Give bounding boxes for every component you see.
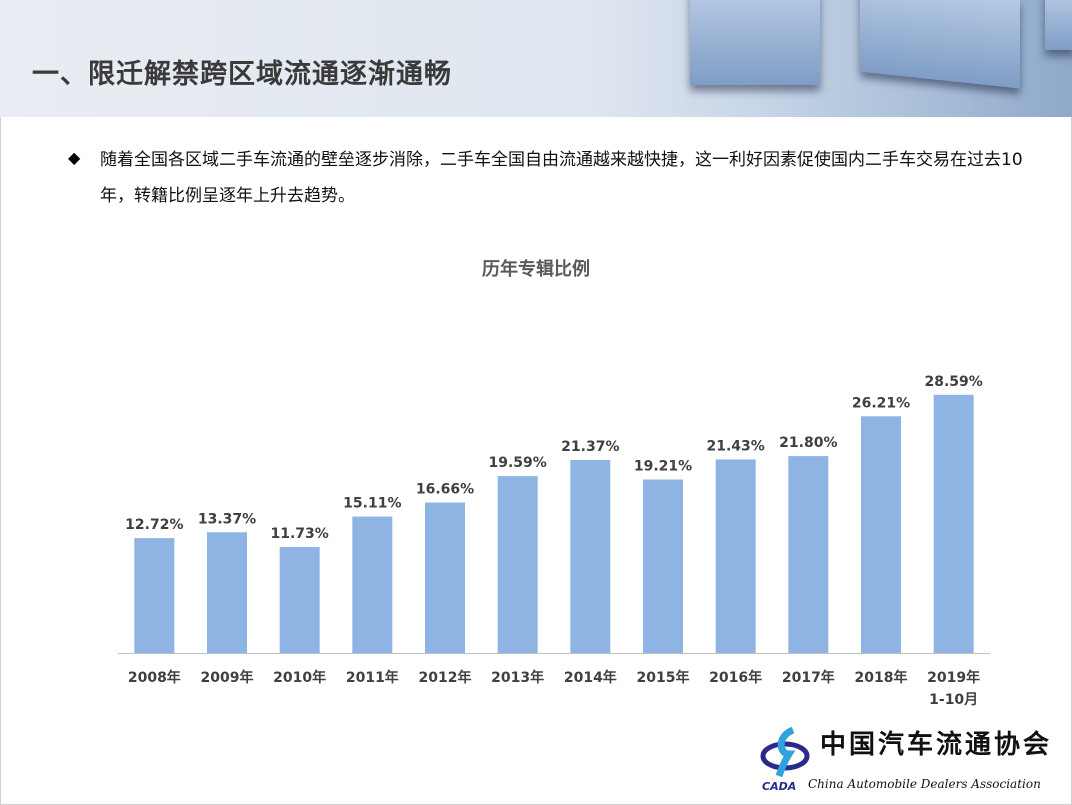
data-label: 28.59% <box>925 374 983 390</box>
chart-title: 历年专辑比例 <box>482 259 590 280</box>
header-banner: 一、限迁解禁跨区域流通逐渐通畅 <box>0 0 1072 117</box>
x-tick-label: 2010年 <box>273 669 326 686</box>
logo-abbr: CADA <box>762 780 797 793</box>
data-label: 12.72% <box>125 517 183 533</box>
cube-image <box>1045 0 1072 50</box>
bar <box>279 547 320 653</box>
bar <box>352 516 393 653</box>
x-tick-label: 2017年 <box>782 669 835 686</box>
x-tick-label: 2012年 <box>419 669 472 686</box>
data-label: 13.37% <box>198 511 256 527</box>
bar <box>134 538 175 653</box>
bar <box>425 502 465 653</box>
logo: CADA 中国汽车流通协会 China Automobile Dealers A… <box>758 726 1068 800</box>
bar <box>715 459 756 653</box>
data-label: 19.59% <box>489 455 547 471</box>
bar <box>861 416 901 653</box>
data-label: 26.21% <box>852 395 910 411</box>
data-label: 21.43% <box>707 438 765 454</box>
bar <box>207 532 247 653</box>
data-label: 21.80% <box>779 435 837 451</box>
x-tick-label: 2011年 <box>346 669 399 686</box>
x-tick-label: 2015年 <box>637 669 690 686</box>
data-label: 21.37% <box>561 439 619 455</box>
x-tick-label: 2019年 <box>927 669 980 686</box>
x-tick-label: 2016年 <box>709 669 762 686</box>
bullet-icon: ◆ <box>68 148 81 167</box>
bar <box>497 476 538 653</box>
x-tick-label: 1-10月 <box>929 692 978 708</box>
x-tick-label: 2018年 <box>855 669 908 686</box>
x-tick-label: 2008年 <box>128 669 181 686</box>
cube-image <box>690 0 820 85</box>
logo-chinese-name: 中国汽车流通协会 <box>820 730 1053 760</box>
bar <box>788 456 829 653</box>
page-title: 一、限迁解禁跨区域流通逐渐通畅 <box>32 59 452 90</box>
body-text: 随着全国各区域二手车流通的壁垒逐步消除，二手车全国自由流通越来越快捷，这一利好因… <box>100 150 1023 206</box>
x-tick-label: 2014年 <box>564 669 617 686</box>
bar <box>643 479 683 653</box>
data-label: 15.11% <box>343 496 401 512</box>
x-tick-label: 2013年 <box>491 669 544 686</box>
logo-english-name: China Automobile Dealers Association <box>808 777 1041 791</box>
bar <box>933 394 974 653</box>
x-tick-label: 2009年 <box>201 669 254 686</box>
data-label: 16.66% <box>416 482 474 498</box>
data-label: 19.21% <box>634 459 692 475</box>
cada-logo-icon <box>760 726 810 778</box>
bar <box>570 460 611 653</box>
data-label: 11.73% <box>271 526 329 542</box>
